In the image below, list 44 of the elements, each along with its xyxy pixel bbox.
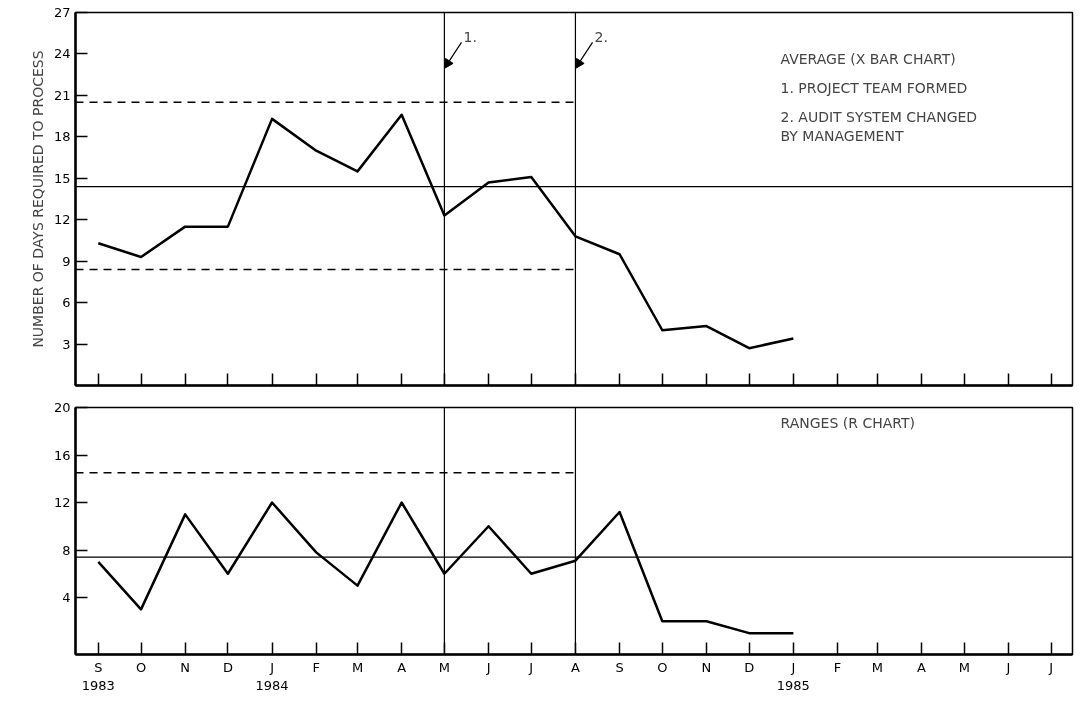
ref-line-label: 2. (594, 29, 608, 46)
y-axis-title: NUMBER OF DAYS REQUIRED TO PROCESS (29, 50, 46, 348)
x-tick-label: S (615, 659, 624, 675)
y-tick-label: 27 (53, 5, 71, 20)
y-tick-label: 18 (53, 129, 71, 145)
x-tick-label: J 1984 (255, 659, 289, 693)
annotation: 2. AUDIT SYSTEM CHANGED BY MANAGEMENT (780, 108, 978, 144)
y-tick-label: 12 (53, 495, 71, 510)
y-tick-label: 24 (53, 46, 71, 62)
x-tick-label: M (351, 659, 364, 675)
x-tick-label: J (1048, 659, 1054, 675)
y-tick-label: 6 (62, 295, 71, 311)
x-tick-label: J (528, 659, 534, 675)
x-tick-label: S 1983 (81, 659, 115, 693)
y-tick-label: 20 (53, 400, 71, 415)
annotation: RANGES (R CHART) (780, 414, 915, 431)
x-tick-label: F (833, 659, 842, 675)
annotation: 1. PROJECT TEAM FORMED (780, 79, 968, 96)
x-tick-label: A (397, 659, 407, 675)
y-tick-label: 3 (62, 336, 71, 352)
y-tick-label: 12 (53, 212, 71, 228)
x-tick-label: O (135, 659, 147, 675)
x-tick-label: M (958, 659, 970, 675)
y-tick-label: 16 (53, 447, 71, 463)
y-tick-label: 4 (62, 590, 71, 605)
x-tick-label: F (312, 659, 320, 675)
x-tick-label: J (1005, 659, 1011, 675)
x-tick-label: D (744, 659, 755, 675)
y-tick-label: 21 (53, 87, 71, 103)
x-tick-label: D (222, 659, 233, 675)
ref-line-label: 1. (463, 29, 477, 46)
x-tick-label: O (657, 659, 668, 675)
x-tick-label: J (485, 659, 491, 675)
annotation: AVERAGE (X BAR CHART) (780, 50, 956, 67)
x-tick-label: N (701, 659, 712, 675)
x-tick-label: M (438, 659, 450, 675)
x-tick-label: N (180, 659, 191, 675)
x-tick-label: A (917, 659, 927, 675)
y-tick-label: 15 (53, 170, 71, 186)
y-tick-label: 9 (62, 253, 71, 269)
x-tick-label: A (570, 659, 580, 675)
y-tick-label: 8 (62, 542, 71, 558)
x-tick-label: J 1985 (776, 659, 810, 693)
x-tick-label: M (871, 659, 883, 675)
